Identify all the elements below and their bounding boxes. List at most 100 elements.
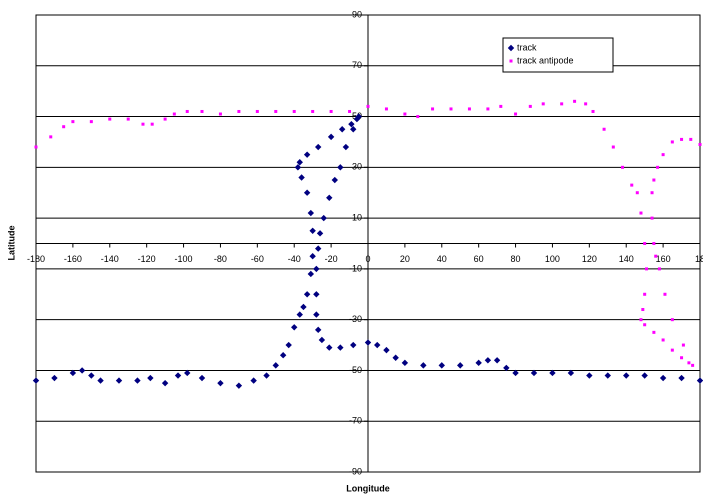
point	[338, 126, 346, 133]
point	[645, 267, 649, 271]
point	[49, 135, 53, 139]
point	[279, 352, 287, 359]
x-tick-label: -160	[64, 254, 82, 264]
y-tick-label: 90	[352, 9, 362, 19]
point	[680, 137, 684, 141]
point	[691, 363, 695, 367]
point	[315, 245, 322, 252]
x-tick-label: -40	[288, 254, 301, 264]
point	[635, 191, 639, 195]
point	[313, 311, 320, 318]
point	[51, 374, 58, 382]
point	[315, 143, 322, 151]
point	[303, 189, 311, 196]
x-tick-label: 60	[474, 254, 484, 264]
point	[687, 361, 691, 365]
point	[348, 120, 355, 128]
x-tick-label: 80	[511, 254, 521, 264]
point	[313, 291, 320, 298]
point	[320, 214, 327, 222]
point	[623, 372, 630, 379]
point	[355, 113, 362, 120]
series	[32, 113, 703, 389]
x-tick-label: -140	[101, 254, 119, 264]
point	[641, 308, 645, 312]
point	[316, 230, 324, 237]
point	[217, 379, 224, 387]
point	[311, 109, 315, 113]
point	[263, 372, 270, 379]
point	[88, 372, 95, 379]
point	[309, 252, 316, 260]
x-tick-label: 160	[656, 254, 671, 264]
point	[659, 374, 667, 382]
point	[621, 165, 625, 169]
point	[656, 165, 660, 169]
point	[309, 227, 316, 235]
point	[218, 112, 222, 116]
point	[172, 112, 176, 116]
point	[611, 145, 615, 149]
point	[654, 254, 658, 258]
point	[643, 292, 647, 296]
point	[237, 109, 241, 113]
point	[650, 191, 654, 195]
x-tick-label: -100	[175, 254, 193, 264]
series	[34, 99, 702, 367]
point	[374, 341, 381, 349]
point	[327, 133, 335, 141]
point	[161, 379, 169, 387]
point	[285, 341, 292, 349]
point	[503, 364, 510, 372]
point	[326, 194, 333, 201]
point	[89, 120, 93, 124]
point	[484, 357, 492, 364]
x-tick-label: -60	[251, 254, 264, 264]
y-tick-label: -30	[349, 314, 362, 324]
point	[573, 99, 577, 103]
point	[401, 359, 409, 367]
point	[185, 109, 189, 113]
point	[303, 291, 311, 298]
point	[604, 372, 611, 379]
point	[643, 242, 647, 245]
point	[475, 359, 482, 367]
point	[670, 348, 674, 352]
point	[300, 303, 307, 311]
point	[420, 362, 427, 369]
point	[235, 382, 243, 389]
point	[331, 176, 338, 184]
y-tick-label: 30	[352, 162, 362, 172]
x-tick-label: 140	[619, 254, 634, 264]
legend-label: track	[517, 42, 537, 52]
point	[449, 107, 453, 111]
point	[639, 318, 643, 322]
point	[514, 112, 518, 116]
point	[348, 109, 352, 113]
point	[292, 109, 296, 113]
point	[364, 339, 372, 346]
point	[272, 362, 279, 369]
point	[115, 377, 123, 384]
y-tick-label: 70	[352, 60, 362, 70]
point	[350, 126, 357, 133]
y-tick-label: -50	[349, 365, 362, 375]
point	[584, 102, 588, 106]
point	[326, 344, 333, 351]
point	[34, 145, 38, 149]
point	[342, 143, 350, 151]
point	[307, 209, 315, 217]
legend-box	[502, 37, 614, 73]
point	[680, 356, 684, 360]
x-tick-label: 100	[545, 254, 560, 264]
point	[681, 343, 685, 347]
y-axis-title: Latitude	[6, 226, 16, 261]
point	[147, 374, 154, 382]
x-axis-title: Longitude	[346, 483, 390, 493]
point	[530, 369, 538, 377]
x-tick-label: 40	[437, 254, 447, 264]
point	[383, 346, 390, 354]
point	[670, 318, 674, 322]
point	[643, 323, 647, 327]
point	[560, 102, 564, 106]
